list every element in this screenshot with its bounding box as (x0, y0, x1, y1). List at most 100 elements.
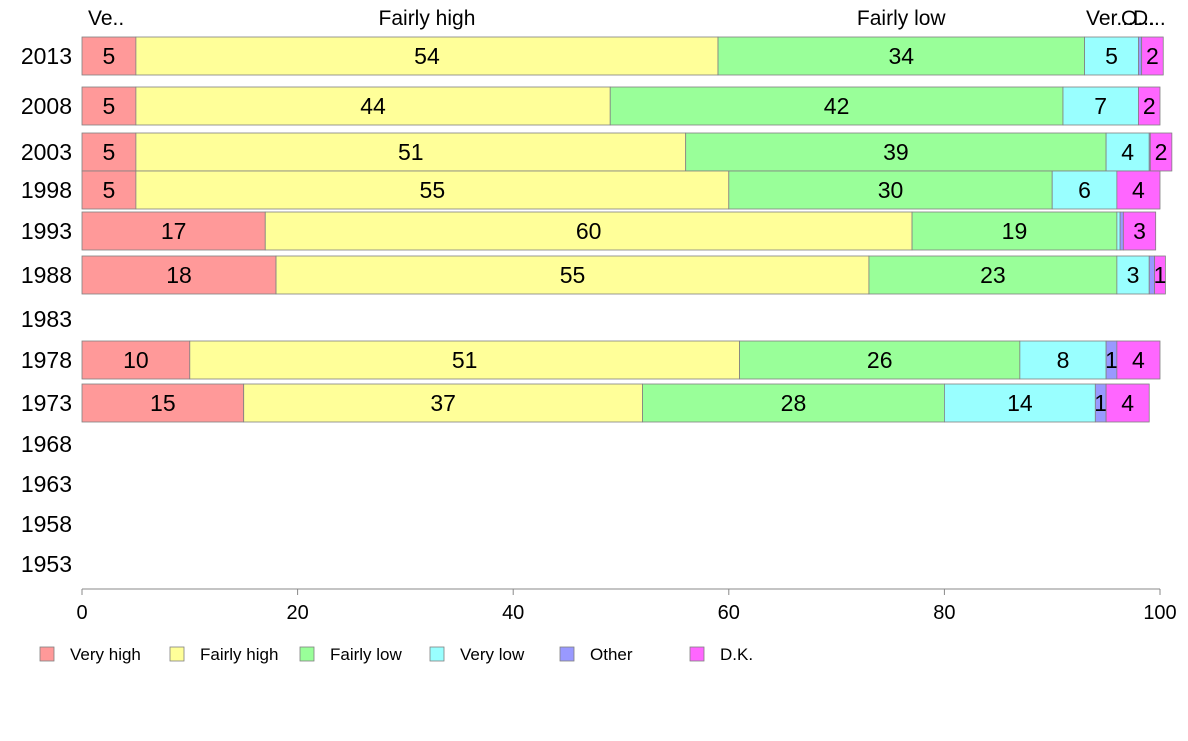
bar-segment (1116, 170, 1161, 210)
data-label: 3 (1133, 218, 1146, 244)
top-series-label: O... (1121, 7, 1155, 30)
bar-segment (1122, 211, 1157, 251)
data-label: 2 (1146, 43, 1159, 69)
data-label: 1 (1094, 390, 1107, 416)
bar-segment (609, 86, 1064, 126)
data-label: 60 (576, 218, 602, 244)
data-label: 5 (103, 139, 116, 165)
top-series-label: Fairly low (857, 7, 947, 30)
data-label: 23 (980, 262, 1006, 288)
data-label: 55 (560, 262, 586, 288)
data-label: 7 (1094, 93, 1107, 119)
bar-segment (1084, 36, 1139, 76)
legend-label: D.K. (720, 645, 753, 664)
x-tick-label: 20 (286, 602, 308, 624)
x-tick-label: 0 (76, 602, 87, 624)
data-label: 2 (1143, 93, 1156, 119)
x-tick-label: 60 (718, 602, 740, 624)
bar-segment (81, 255, 277, 295)
data-label: 54 (414, 43, 440, 69)
legend-label: Fairly low (330, 645, 403, 664)
category-label: 1998 (21, 177, 72, 203)
legend-swatch (169, 646, 185, 662)
bar-segment (81, 86, 137, 126)
bar-segment (1062, 86, 1139, 126)
data-label: 1 (1154, 262, 1167, 288)
data-label: 19 (1002, 218, 1028, 244)
x-tick-label: 40 (502, 602, 524, 624)
data-label: 2 (1155, 139, 1168, 165)
bar-segment (1105, 383, 1150, 423)
category-label: 2003 (21, 139, 72, 165)
bar-segment (1138, 36, 1143, 76)
x-tick-label: 100 (1143, 602, 1176, 624)
data-label: 4 (1121, 390, 1134, 416)
data-label: 34 (888, 43, 914, 69)
bar-segment (81, 170, 137, 210)
legend-swatch (689, 646, 705, 662)
category-label: 1978 (21, 347, 72, 373)
bar-segment (1141, 36, 1164, 76)
data-label: 1 (1105, 347, 1118, 373)
data-label: 30 (878, 177, 904, 203)
bar-segment (1119, 211, 1124, 251)
data-label: 28 (781, 390, 807, 416)
data-label: 17 (161, 218, 187, 244)
data-label: 14 (1007, 390, 1033, 416)
bar-segment (264, 211, 913, 251)
top-series-label: Ve.. (88, 7, 124, 30)
data-label: 51 (452, 347, 478, 373)
data-label: 39 (883, 139, 909, 165)
legend-swatch (299, 646, 315, 662)
data-label: 37 (430, 390, 456, 416)
category-label: 1983 (21, 306, 72, 332)
data-label: 44 (360, 93, 386, 119)
legend-swatch (559, 646, 575, 662)
category-label: 1963 (21, 471, 72, 497)
bar-segment (189, 340, 740, 380)
data-label: 42 (824, 93, 850, 119)
data-label: 10 (123, 347, 149, 373)
bar-segment (868, 255, 1118, 295)
bar-segment (135, 132, 687, 172)
bar-segment (717, 36, 1085, 76)
bar-segment (642, 383, 945, 423)
data-label: 18 (166, 262, 192, 288)
legend-label: Fairly high (200, 645, 278, 664)
bar-segment (728, 170, 1053, 210)
bar-segment (1116, 255, 1150, 295)
legend-label: Other (590, 645, 633, 664)
data-label: 6 (1078, 177, 1091, 203)
bar-segment (1105, 132, 1150, 172)
data-label: 5 (103, 43, 116, 69)
category-label: 1973 (21, 390, 72, 416)
bar-segment (81, 211, 266, 251)
top-series-label: Fairly high (379, 7, 476, 30)
data-label: 51 (398, 139, 424, 165)
bar-segment (81, 383, 245, 423)
data-label: 3 (1127, 262, 1140, 288)
category-label: 2008 (21, 93, 72, 119)
bar-segment (243, 383, 643, 423)
data-label: 55 (420, 177, 446, 203)
category-label: 2013 (21, 43, 72, 69)
data-label: 15 (150, 390, 176, 416)
data-label: 5 (103, 177, 116, 203)
top-series-label: D... (1133, 7, 1166, 30)
bar-segment (1051, 170, 1118, 210)
legend-swatch (39, 646, 55, 662)
bar-segment (1116, 340, 1161, 380)
category-label: 1953 (21, 551, 72, 577)
bar-segment (135, 86, 611, 126)
bar-segment (1149, 132, 1173, 172)
data-label: 4 (1132, 347, 1145, 373)
legend-label: Very high (70, 645, 141, 664)
top-series-label: Ver... (1086, 7, 1134, 30)
bar-segment (1138, 86, 1161, 126)
data-label: 5 (103, 93, 116, 119)
category-label: 1993 (21, 218, 72, 244)
data-label: 4 (1132, 177, 1145, 203)
data-label: 8 (1057, 347, 1070, 373)
